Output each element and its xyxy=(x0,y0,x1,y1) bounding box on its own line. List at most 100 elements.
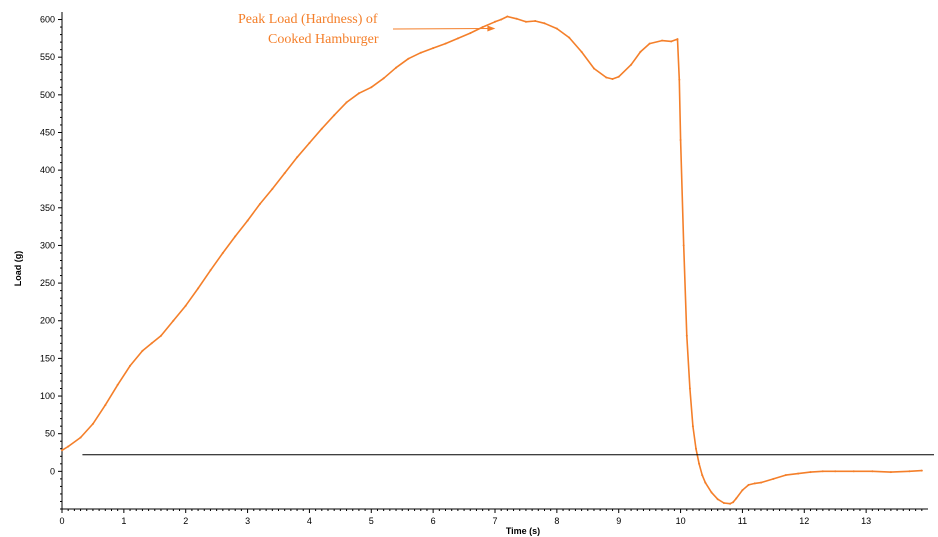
annotation-text-line-1: Peak Load (Hardness) of xyxy=(238,12,378,27)
data-point xyxy=(104,404,107,407)
data-point xyxy=(639,50,642,53)
data-point xyxy=(258,203,261,205)
annotation-text-line-2: Cooked Hamburger xyxy=(268,32,379,47)
data-point xyxy=(221,252,224,254)
data-point xyxy=(515,17,518,20)
data-point xyxy=(283,172,286,175)
data-point xyxy=(682,244,685,247)
data-point xyxy=(407,57,410,60)
data-point xyxy=(580,50,583,53)
data-point xyxy=(735,497,738,500)
x-tick-label: 0 xyxy=(59,516,64,526)
data-point xyxy=(747,483,750,486)
data-point xyxy=(704,481,707,484)
data-point xyxy=(716,498,719,501)
x-tick-label: 13 xyxy=(861,516,871,526)
data-point xyxy=(661,39,663,42)
data-point xyxy=(555,27,558,30)
x-tick-label: 3 xyxy=(245,516,250,526)
y-axis-ticks: 0 50 100 150 200 250 300 350 400 450 500 550 600 xyxy=(40,15,62,510)
data-point xyxy=(760,481,762,484)
data-point xyxy=(234,235,237,238)
data-point xyxy=(91,422,94,425)
data-point xyxy=(852,470,855,473)
data-point xyxy=(150,342,153,345)
x-axis-title: Time (s) xyxy=(506,526,540,536)
data-point xyxy=(809,471,812,474)
annotation-arrowhead xyxy=(487,25,496,32)
data-point xyxy=(753,482,756,485)
series-group xyxy=(61,15,923,505)
data-point xyxy=(395,66,397,69)
data-point xyxy=(506,15,509,18)
x-tick-label: 5 xyxy=(369,516,374,526)
data-point xyxy=(605,76,608,79)
data-point xyxy=(741,489,744,492)
x-tick-label: 10 xyxy=(676,516,686,526)
data-point xyxy=(320,127,323,130)
x-tick-label: 12 xyxy=(799,516,809,526)
y-tick-label: 100 xyxy=(40,391,55,401)
x-axis-ticks: 0 1 2 3 4 5 6 7 8 9 10 11 12 13 xyxy=(59,509,923,526)
data-point xyxy=(678,78,681,81)
data-point xyxy=(772,477,775,480)
data-point xyxy=(67,445,70,448)
x-tick-label: 2 xyxy=(183,516,188,526)
y-tick-label: 400 xyxy=(40,165,55,175)
data-point xyxy=(648,42,651,45)
data-point xyxy=(172,319,175,322)
data-point xyxy=(701,474,704,477)
data-point xyxy=(469,32,472,35)
data-point xyxy=(129,364,131,367)
data-point xyxy=(524,20,527,23)
data-point xyxy=(797,472,800,475)
data-point xyxy=(685,334,688,337)
y-tick-label: 550 xyxy=(40,52,55,62)
data-point xyxy=(871,470,874,473)
y-tick-label: 500 xyxy=(40,90,55,100)
data-point xyxy=(494,20,496,23)
data-point xyxy=(834,470,837,473)
data-point xyxy=(79,436,82,439)
y-tick-label: 150 xyxy=(40,353,55,363)
x-tick-label: 1 xyxy=(121,516,126,526)
data-point xyxy=(419,51,422,54)
y-tick-label: 450 xyxy=(40,127,55,137)
data-point xyxy=(370,86,373,89)
data-point xyxy=(695,447,697,450)
data-point xyxy=(688,387,691,390)
data-point xyxy=(382,77,385,80)
data-point xyxy=(197,287,200,290)
data-point xyxy=(617,75,620,78)
y-tick-label: 350 xyxy=(40,203,55,213)
data-point xyxy=(543,22,546,25)
data-point xyxy=(821,470,824,473)
data-point xyxy=(357,92,360,95)
y-tick-label: 250 xyxy=(40,278,55,288)
data-point xyxy=(444,42,447,45)
data-point xyxy=(908,470,911,473)
data-point xyxy=(481,26,484,29)
data-point xyxy=(722,502,725,504)
data-point xyxy=(593,67,595,70)
data-point xyxy=(141,349,144,352)
x-tick-label: 7 xyxy=(492,516,497,526)
data-point xyxy=(710,491,713,494)
x-tick-label: 4 xyxy=(307,516,312,526)
y-tick-label: 200 xyxy=(40,316,55,326)
data-point xyxy=(698,462,701,465)
data-point xyxy=(116,383,119,386)
x-tick-label: 11 xyxy=(738,516,747,526)
data-point xyxy=(500,18,503,21)
data-point xyxy=(670,40,673,43)
data-point xyxy=(296,156,299,159)
data-point xyxy=(729,502,732,505)
data-point xyxy=(333,114,336,117)
data-point xyxy=(630,63,633,66)
data-point xyxy=(611,78,614,80)
data-point xyxy=(920,469,923,472)
data-point xyxy=(345,101,348,104)
data-point xyxy=(676,38,679,41)
data-point xyxy=(184,304,187,307)
x-tick-label: 8 xyxy=(554,516,559,526)
